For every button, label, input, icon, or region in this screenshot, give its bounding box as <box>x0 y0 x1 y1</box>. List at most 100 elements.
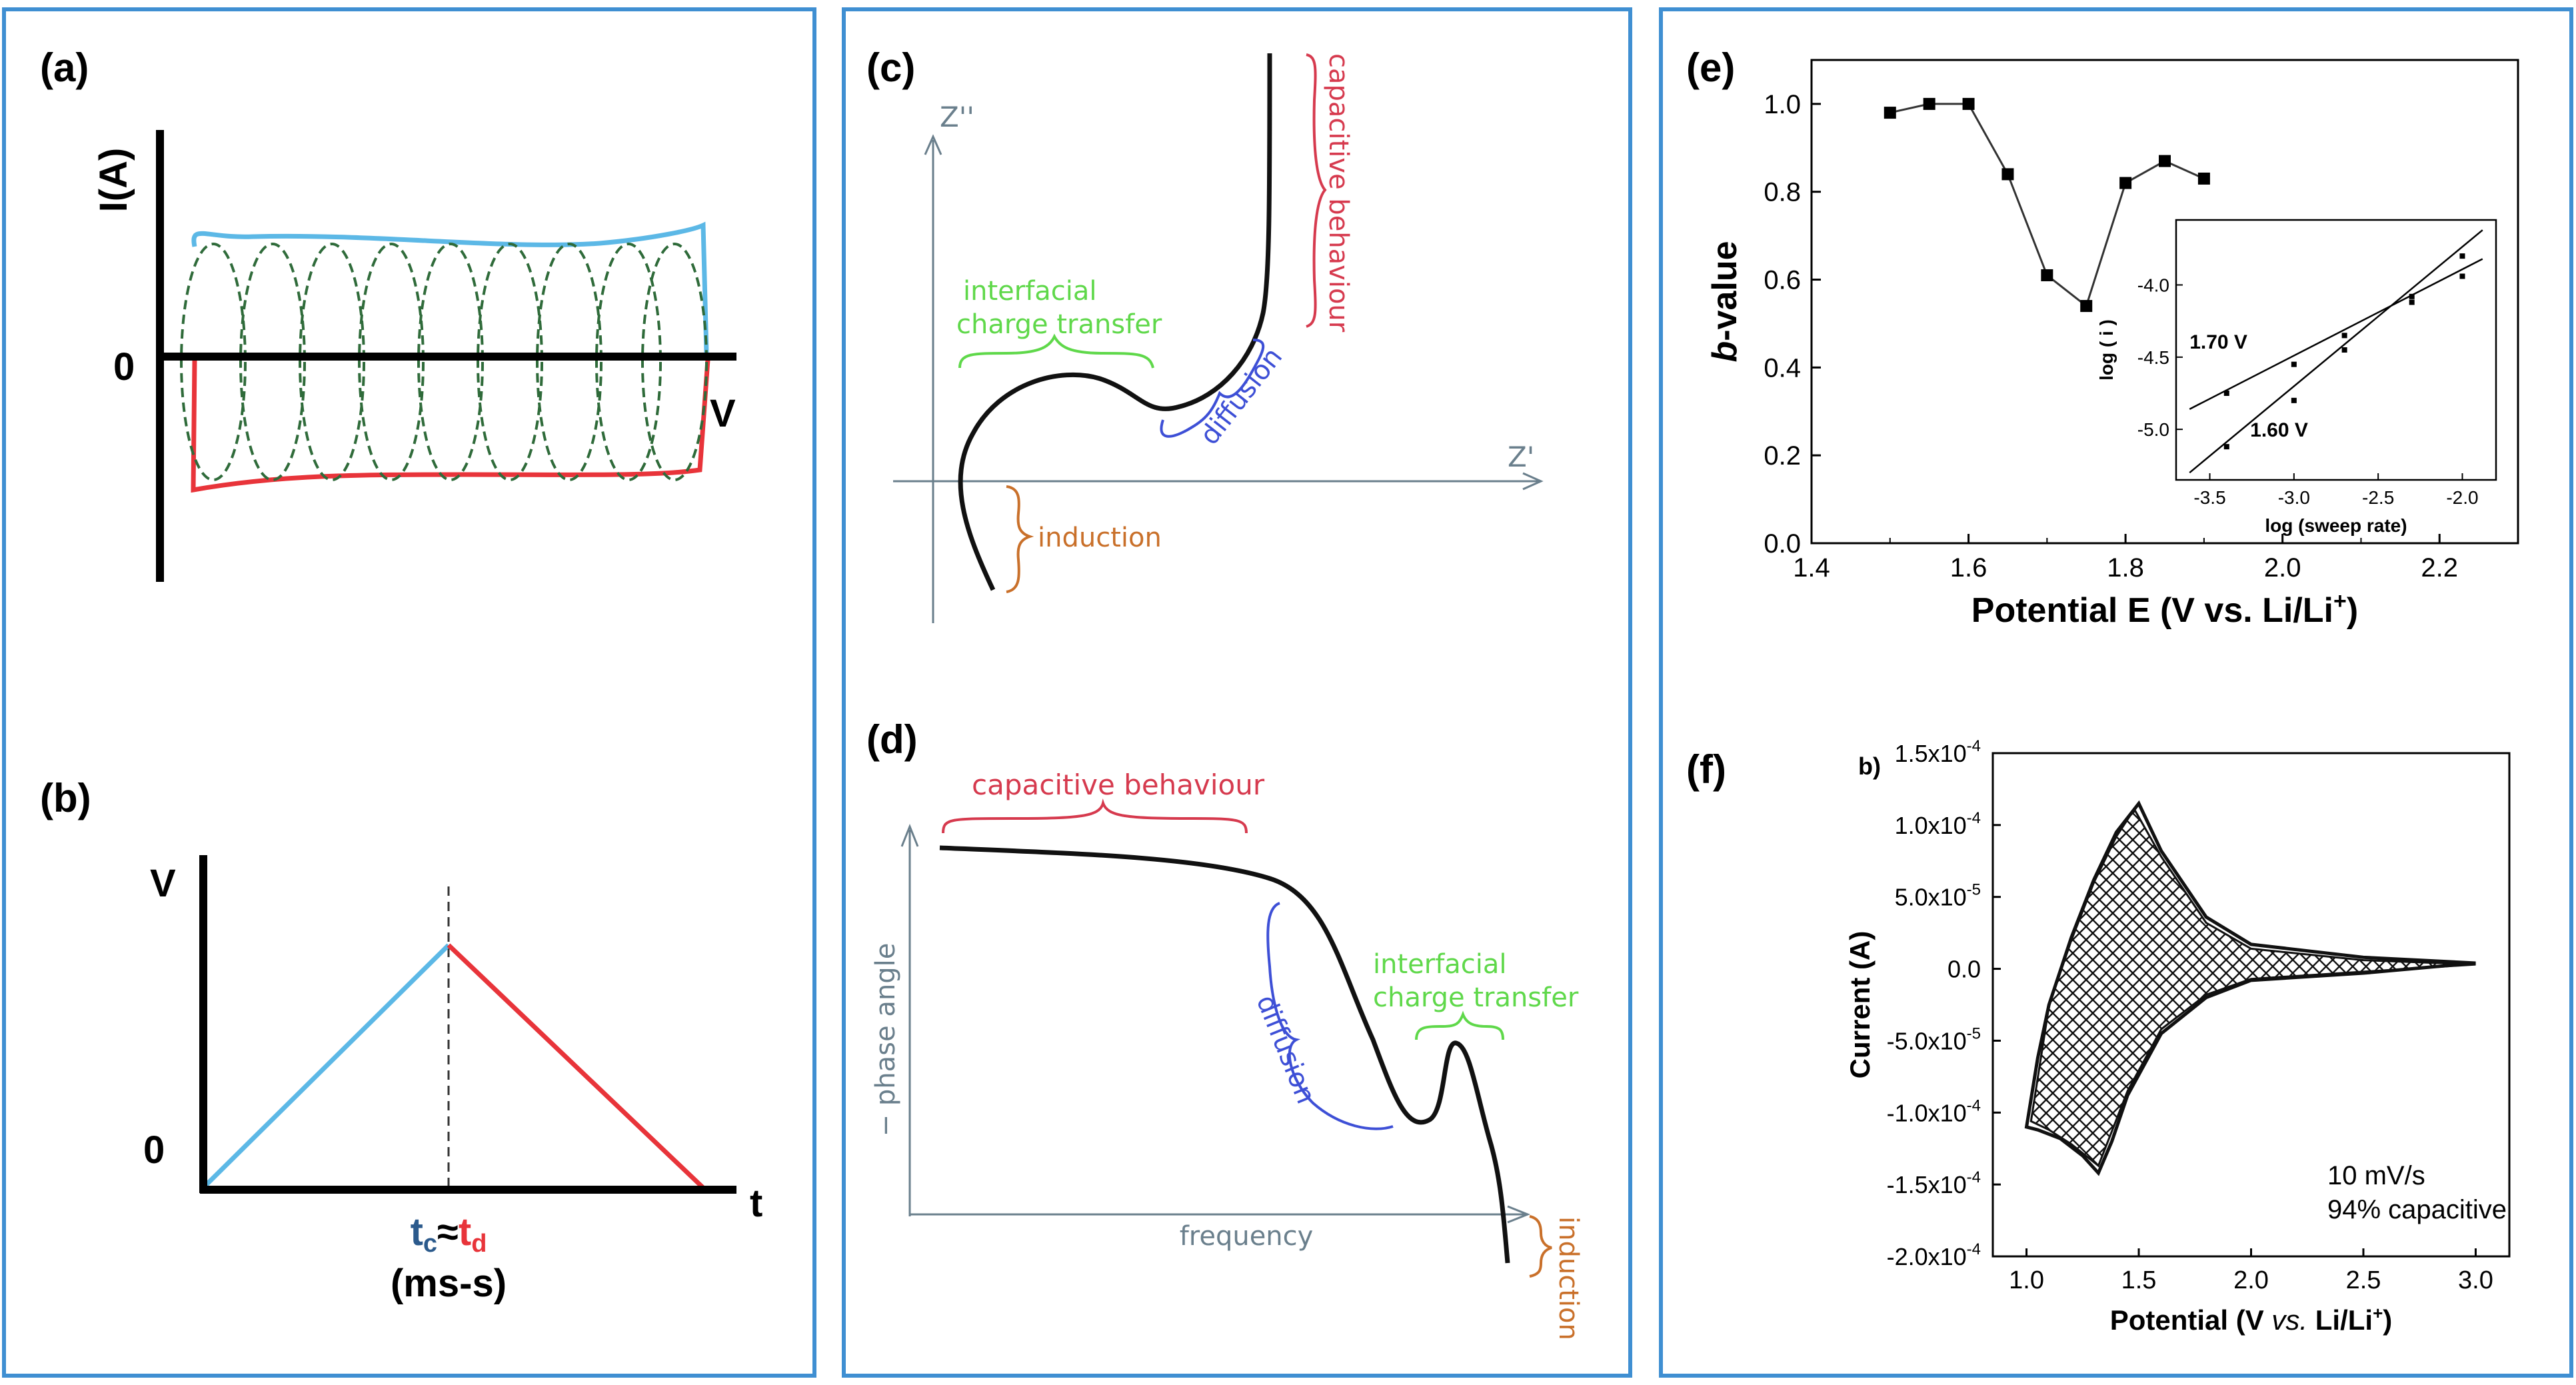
panel-b: (b) V 0 t tc≈td (ms-s) <box>40 776 762 1305</box>
d-interfacial-2: charge transfer <box>1373 982 1579 1013</box>
c-capacitive-label: capacitive behaviour <box>1323 53 1354 333</box>
x-tick-label: 1.5 <box>2121 1266 2157 1294</box>
x-tick-label: 1.6 <box>1950 553 1987 583</box>
x-tick-label: 1.0 <box>2009 1266 2044 1294</box>
inset-point <box>2223 391 2229 396</box>
panel-a-xlabel: V <box>710 392 736 435</box>
panel-a-label: (a) <box>40 45 89 90</box>
y-tick-label: -5.0x10-5 <box>1887 1024 1981 1054</box>
panel-a-ylabel: I(A) <box>92 148 135 213</box>
b-value-point <box>2080 300 2093 313</box>
panel-b-ylabel: V <box>150 862 176 905</box>
b-value-point <box>2119 177 2132 189</box>
cv-upper-curve <box>191 221 709 354</box>
panel-b-label: (b) <box>40 776 91 820</box>
inset-point <box>2459 273 2465 279</box>
charge-line <box>201 943 451 1190</box>
x-tick-label: 1.4 <box>1793 553 1830 583</box>
inset-fit-line <box>2189 229 2483 474</box>
chart-e-frame <box>1810 59 2519 545</box>
inset-series-label: 1.70 V <box>2189 331 2247 353</box>
x-tick-label: 2.2 <box>2421 553 2458 583</box>
panel-ef-frame <box>1659 7 2573 1378</box>
d-induction-label: induction <box>1553 1216 1584 1340</box>
panel-c: (c) Z'' Z' capacitive behaviour interfac… <box>866 45 1544 623</box>
panel-d-label: (d) <box>866 717 918 762</box>
b-value-point <box>2041 269 2053 281</box>
inset-point <box>2341 333 2347 339</box>
bode-curve <box>939 845 1510 1264</box>
panel-ab-frame <box>2 7 816 1378</box>
panel-c-ylabel: Z'' <box>940 101 974 133</box>
time-range-label: (ms-s) <box>391 1262 507 1305</box>
inset-point <box>2291 361 2297 367</box>
d-diffusion-label: diffusion <box>1250 991 1322 1108</box>
y-tick-label: 0.6 <box>1764 266 1801 295</box>
inset-series-label: 1.60 V <box>2250 419 2308 441</box>
x-tick-label: 2.0 <box>2264 553 2301 583</box>
capacitive-percent-note: 94% capacitive <box>2327 1195 2507 1224</box>
y-tick-label: 0.8 <box>1764 178 1801 207</box>
x-axis-label: Potential (V vs. Li/Li+) <box>2110 1303 2393 1336</box>
panel-c-xlabel: Z' <box>1508 441 1534 473</box>
y-tick-label: -1.5x10-4 <box>1887 1168 1981 1198</box>
x-axis-label: Potential E (V vs. Li/Li+) <box>1971 589 2358 630</box>
inset-x-tick-label: -3.5 <box>2193 487 2225 508</box>
b-value-point <box>2197 172 2210 185</box>
inset-y-tick-label: -5.0 <box>2137 419 2169 440</box>
y-tick-label: 1.0 <box>1764 90 1801 119</box>
y-tick-label: 1.0x10-4 <box>1895 809 1981 839</box>
inset-point <box>2341 347 2347 353</box>
panel-f-sublabel: b) <box>1858 752 1881 780</box>
y-tick-label: -2.0x10-4 <box>1887 1240 1981 1270</box>
panel-d: (d) − phase angle frequency capacitive b… <box>866 717 1584 1340</box>
inset-point <box>2291 397 2297 403</box>
inset-x-tick-label: -2.5 <box>2362 487 2394 508</box>
b-value-point <box>1962 97 1975 110</box>
y-tick-label: 0.4 <box>1764 353 1801 383</box>
panel-e: (e) 1.4 1.6 1.8 2.0 2.2 0.0 0.2 0.4 0.6 0.8 1.0 Pot… <box>1686 45 2519 630</box>
panel-f-label: (f) <box>1686 747 1726 792</box>
y-tick-label: 0.2 <box>1764 441 1801 471</box>
y-tick-label: 1.5x10-4 <box>1895 737 1981 767</box>
panel-b-zero: 0 <box>143 1128 165 1172</box>
b-value-point <box>1884 107 1896 119</box>
tc-td-label: tc≈td <box>411 1210 487 1258</box>
inset-point <box>2409 293 2415 299</box>
panel-a-zero: 0 <box>113 345 135 389</box>
panel-e-label: (e) <box>1686 45 1735 90</box>
dashed-cycles <box>180 243 708 481</box>
inset-point <box>2409 299 2415 305</box>
y-tick-label: -1.0x10-4 <box>1887 1096 1981 1126</box>
cv-capacitive-region <box>2029 807 2476 1168</box>
panel-cd-frame <box>842 7 1632 1378</box>
x-tick-label: 2.5 <box>2346 1266 2381 1294</box>
chart-e: 1.4 1.6 1.8 2.0 2.2 0.0 0.2 0.4 0.6 0.8 1.0 Potenti… <box>1706 59 2519 630</box>
inset-fit-line <box>2189 258 2483 410</box>
panel-f: (f) b) 1.0 1.5 2.0 2.5 3.0 -2.0x10-4 -1.5x10-4… <box>1686 737 2511 1336</box>
d-interfacial-1: interfacial <box>1373 949 1507 980</box>
c-interfacial-2: charge transfer <box>956 309 1162 340</box>
discharge-line <box>447 943 705 1190</box>
panel-d-ylabel: − phase angle <box>870 943 901 1137</box>
cv-lower-curve <box>191 359 710 493</box>
y-tick-label: 0.0 <box>1947 956 1981 983</box>
c-interfacial-1: interfacial <box>963 276 1097 307</box>
panel-d-xlabel: frequency <box>1180 1221 1314 1252</box>
d-capacitive-label: capacitive behaviour <box>972 768 1265 801</box>
y-tick-label: 5.0x10-5 <box>1895 881 1981 911</box>
b-value-point <box>2001 168 2014 181</box>
x-tick-label: 1.8 <box>2107 553 2144 583</box>
inset-x-label: log (sweep rate) <box>2265 515 2407 536</box>
y-tick-label: 0.0 <box>1764 529 1801 559</box>
nyquist-curve <box>958 53 1272 591</box>
c-induction-label: induction <box>1038 523 1162 553</box>
inset-y-tick-label: -4.5 <box>2137 347 2169 368</box>
b-value-point <box>2159 155 2171 167</box>
inset-x-tick-label: -3.0 <box>2278 487 2310 508</box>
x-tick-label: 3.0 <box>2458 1266 2493 1294</box>
inset-y-tick-label: -4.0 <box>2137 275 2169 296</box>
panel-c-label: (c) <box>866 45 915 90</box>
panel-a: (a) I(A) 0 V <box>40 45 736 582</box>
